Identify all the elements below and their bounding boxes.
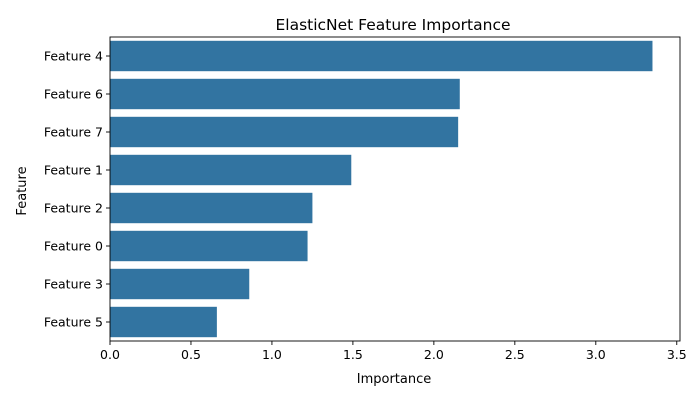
bar-feature-3 xyxy=(110,268,250,300)
y-tick-label: Feature 0 xyxy=(44,239,103,254)
bar-feature-4 xyxy=(110,40,653,72)
x-axis-ticks: 0.0 0.5 1.0 1.5 2.0 2.5 3.0 3.5 xyxy=(100,341,687,362)
y-axis-ticks: Feature 4 Feature 6 Feature 7 Feature 1 Feat… xyxy=(44,49,110,330)
y-tick-label: Feature 1 xyxy=(44,163,103,178)
x-tick-label: 0.5 xyxy=(181,347,201,362)
chart-title: ElasticNet Feature Importance xyxy=(275,16,510,34)
x-tick-label: 2.5 xyxy=(505,347,525,362)
bars-group xyxy=(110,40,653,338)
bar-feature-1 xyxy=(110,154,352,186)
y-axis-label: Feature xyxy=(15,166,30,215)
bar-feature-2 xyxy=(110,192,313,224)
y-tick-label: Feature 3 xyxy=(44,277,103,292)
x-tick-label: 1.0 xyxy=(262,347,282,362)
x-tick-label: 2.0 xyxy=(424,347,444,362)
x-tick-label: 0.0 xyxy=(100,347,120,362)
bar-feature-0 xyxy=(110,230,308,262)
y-tick-label: Feature 6 xyxy=(44,87,103,102)
x-tick-label: 3.5 xyxy=(667,347,687,362)
x-axis-label: Importance xyxy=(357,372,432,387)
y-tick-label: Feature 2 xyxy=(44,201,103,216)
x-tick-label: 1.5 xyxy=(343,347,363,362)
y-tick-label: Feature 4 xyxy=(44,49,103,64)
y-tick-label: Feature 7 xyxy=(44,125,103,140)
bar-feature-6 xyxy=(110,78,460,110)
bar-feature-7 xyxy=(110,116,459,148)
plot-frame xyxy=(109,36,681,342)
y-tick-label: Feature 5 xyxy=(44,315,103,330)
bar-feature-5 xyxy=(110,306,217,338)
x-tick-label: 3.0 xyxy=(586,347,606,362)
